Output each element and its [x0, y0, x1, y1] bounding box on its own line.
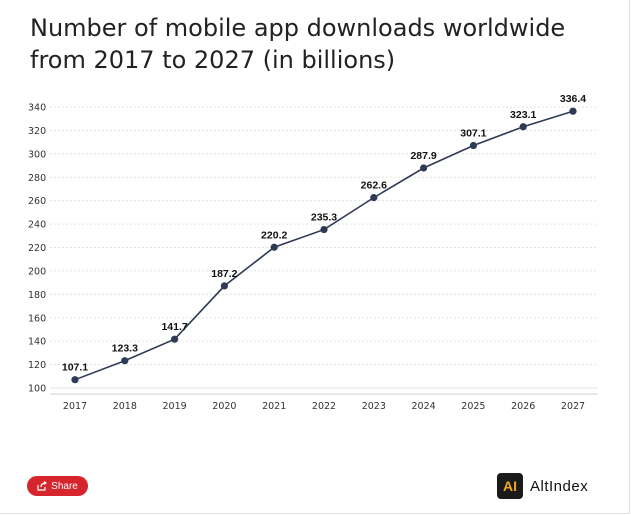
data-point — [270, 243, 278, 251]
share-button[interactable]: Share — [27, 476, 88, 496]
y-tick-label: 120 — [28, 360, 46, 371]
data-label: 336.4 — [560, 93, 586, 105]
data-label: 287.9 — [410, 150, 436, 162]
data-label: 262.6 — [361, 180, 387, 192]
y-tick-label: 300 — [28, 149, 46, 160]
data-point — [420, 164, 428, 172]
y-tick-label: 160 — [28, 313, 46, 324]
brand-mark-icon: AI — [497, 473, 523, 499]
y-tick-label: 240 — [28, 220, 46, 231]
x-tick-label: 2020 — [212, 401, 236, 412]
x-tick-label: 2027 — [561, 401, 585, 412]
data-label: 123.3 — [112, 343, 138, 355]
y-tick-label: 220 — [28, 243, 46, 254]
x-tick-label: 2021 — [262, 401, 286, 412]
data-point — [220, 282, 228, 290]
data-label: 107.1 — [62, 362, 88, 374]
x-tick-label: 2019 — [163, 401, 187, 412]
data-label: 307.1 — [460, 128, 486, 140]
data-point — [71, 376, 79, 384]
y-tick-label: 140 — [28, 337, 46, 348]
series-line — [74, 110, 574, 381]
data-label: 235.3 — [311, 212, 337, 224]
y-tick-label: 280 — [28, 173, 46, 184]
x-tick-label: 2026 — [511, 401, 535, 412]
x-tick-label: 2018 — [113, 401, 137, 412]
y-tick-label: 320 — [28, 126, 46, 137]
data-point — [569, 107, 577, 115]
line-chart: 100 120 140 160 180 200 220 240 260 280 300 320 340 2… — [28, 93, 598, 412]
y-tick-label: 180 — [28, 290, 46, 301]
share-icon — [37, 481, 48, 491]
data-label: 323.1 — [510, 109, 536, 121]
data-point — [121, 357, 129, 365]
data-point — [171, 335, 179, 343]
x-tick-label: 2024 — [412, 401, 436, 412]
share-label: Share — [51, 480, 78, 492]
x-tick-label: 2017 — [63, 401, 87, 412]
data-label: 220.2 — [261, 229, 287, 241]
data-label: 187.2 — [211, 268, 237, 280]
x-tick-label: 2023 — [362, 401, 386, 412]
data-point — [519, 123, 527, 131]
chart-title: Number of mobile app downloads worldwide… — [30, 14, 566, 74]
brand-logo[interactable]: AI AltIndex — [497, 472, 588, 500]
y-tick-label: 100 — [28, 384, 46, 395]
data-point — [320, 225, 328, 234]
data-label: 141.7 — [161, 321, 187, 333]
brand-name: AltIndex — [530, 477, 589, 495]
x-tick-label: 2022 — [312, 401, 336, 412]
y-tick-label: 200 — [28, 266, 46, 277]
x-tick-label: 2025 — [461, 401, 485, 412]
y-tick-label: 340 — [28, 103, 46, 114]
y-tick-label: 260 — [28, 196, 46, 207]
data-point — [469, 141, 477, 150]
data-point — [370, 194, 378, 202]
